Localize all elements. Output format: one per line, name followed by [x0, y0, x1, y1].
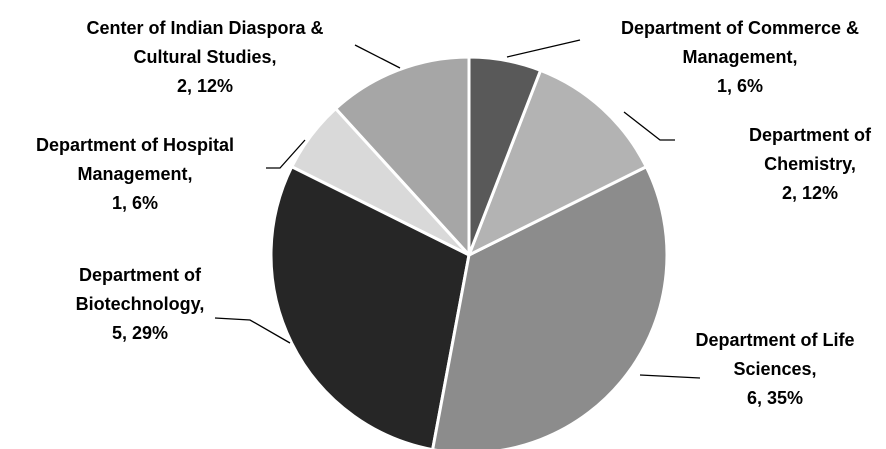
value-label: 2, 12% — [781, 183, 839, 203]
pie-slice — [467, 55, 543, 257]
slice-label: Department of Biotechnology, 5, 29% — [60, 261, 220, 348]
leader-lines — [214, 39, 701, 379]
slice-label: Department of Life Sciences, 6, 35% — [695, 326, 855, 413]
slice-label: Department of Commerce & Management, 1, 6… — [620, 14, 860, 101]
leader-line — [623, 111, 675, 141]
category-label: Department of Hospital Management, — [35, 135, 235, 184]
pie-slice — [334, 55, 471, 257]
value-label: 6, 35% — [746, 388, 804, 408]
category-label: Department of Life Sciences, — [695, 330, 855, 379]
slice-label: Center of Indian Diaspora & Cultural Stu… — [50, 14, 360, 101]
value-label: 1, 6% — [111, 193, 159, 213]
pie-slice — [431, 165, 669, 449]
category-label: Department of Biotechnology, — [75, 265, 205, 314]
leader-line — [214, 317, 291, 344]
leader-line — [354, 44, 401, 69]
value-label: 5, 29% — [111, 323, 169, 343]
leader-line — [266, 139, 306, 169]
category-label: Department of Chemistry, — [748, 125, 871, 174]
pie-slice — [467, 68, 648, 257]
slice-label: Department of Chemistry, 2, 12% — [730, 121, 886, 208]
leader-line — [506, 39, 581, 58]
leader-line — [639, 374, 701, 379]
value-label: 1, 6% — [716, 76, 764, 96]
pie-slice — [269, 165, 471, 449]
slice-label: Department of Hospital Management, 1, 6% — [5, 131, 265, 218]
value-label: 2, 12% — [176, 76, 234, 96]
category-label: Department of Commerce & Management, — [620, 18, 860, 67]
category-label: Center of Indian Diaspora & Cultural Stu… — [86, 18, 324, 67]
